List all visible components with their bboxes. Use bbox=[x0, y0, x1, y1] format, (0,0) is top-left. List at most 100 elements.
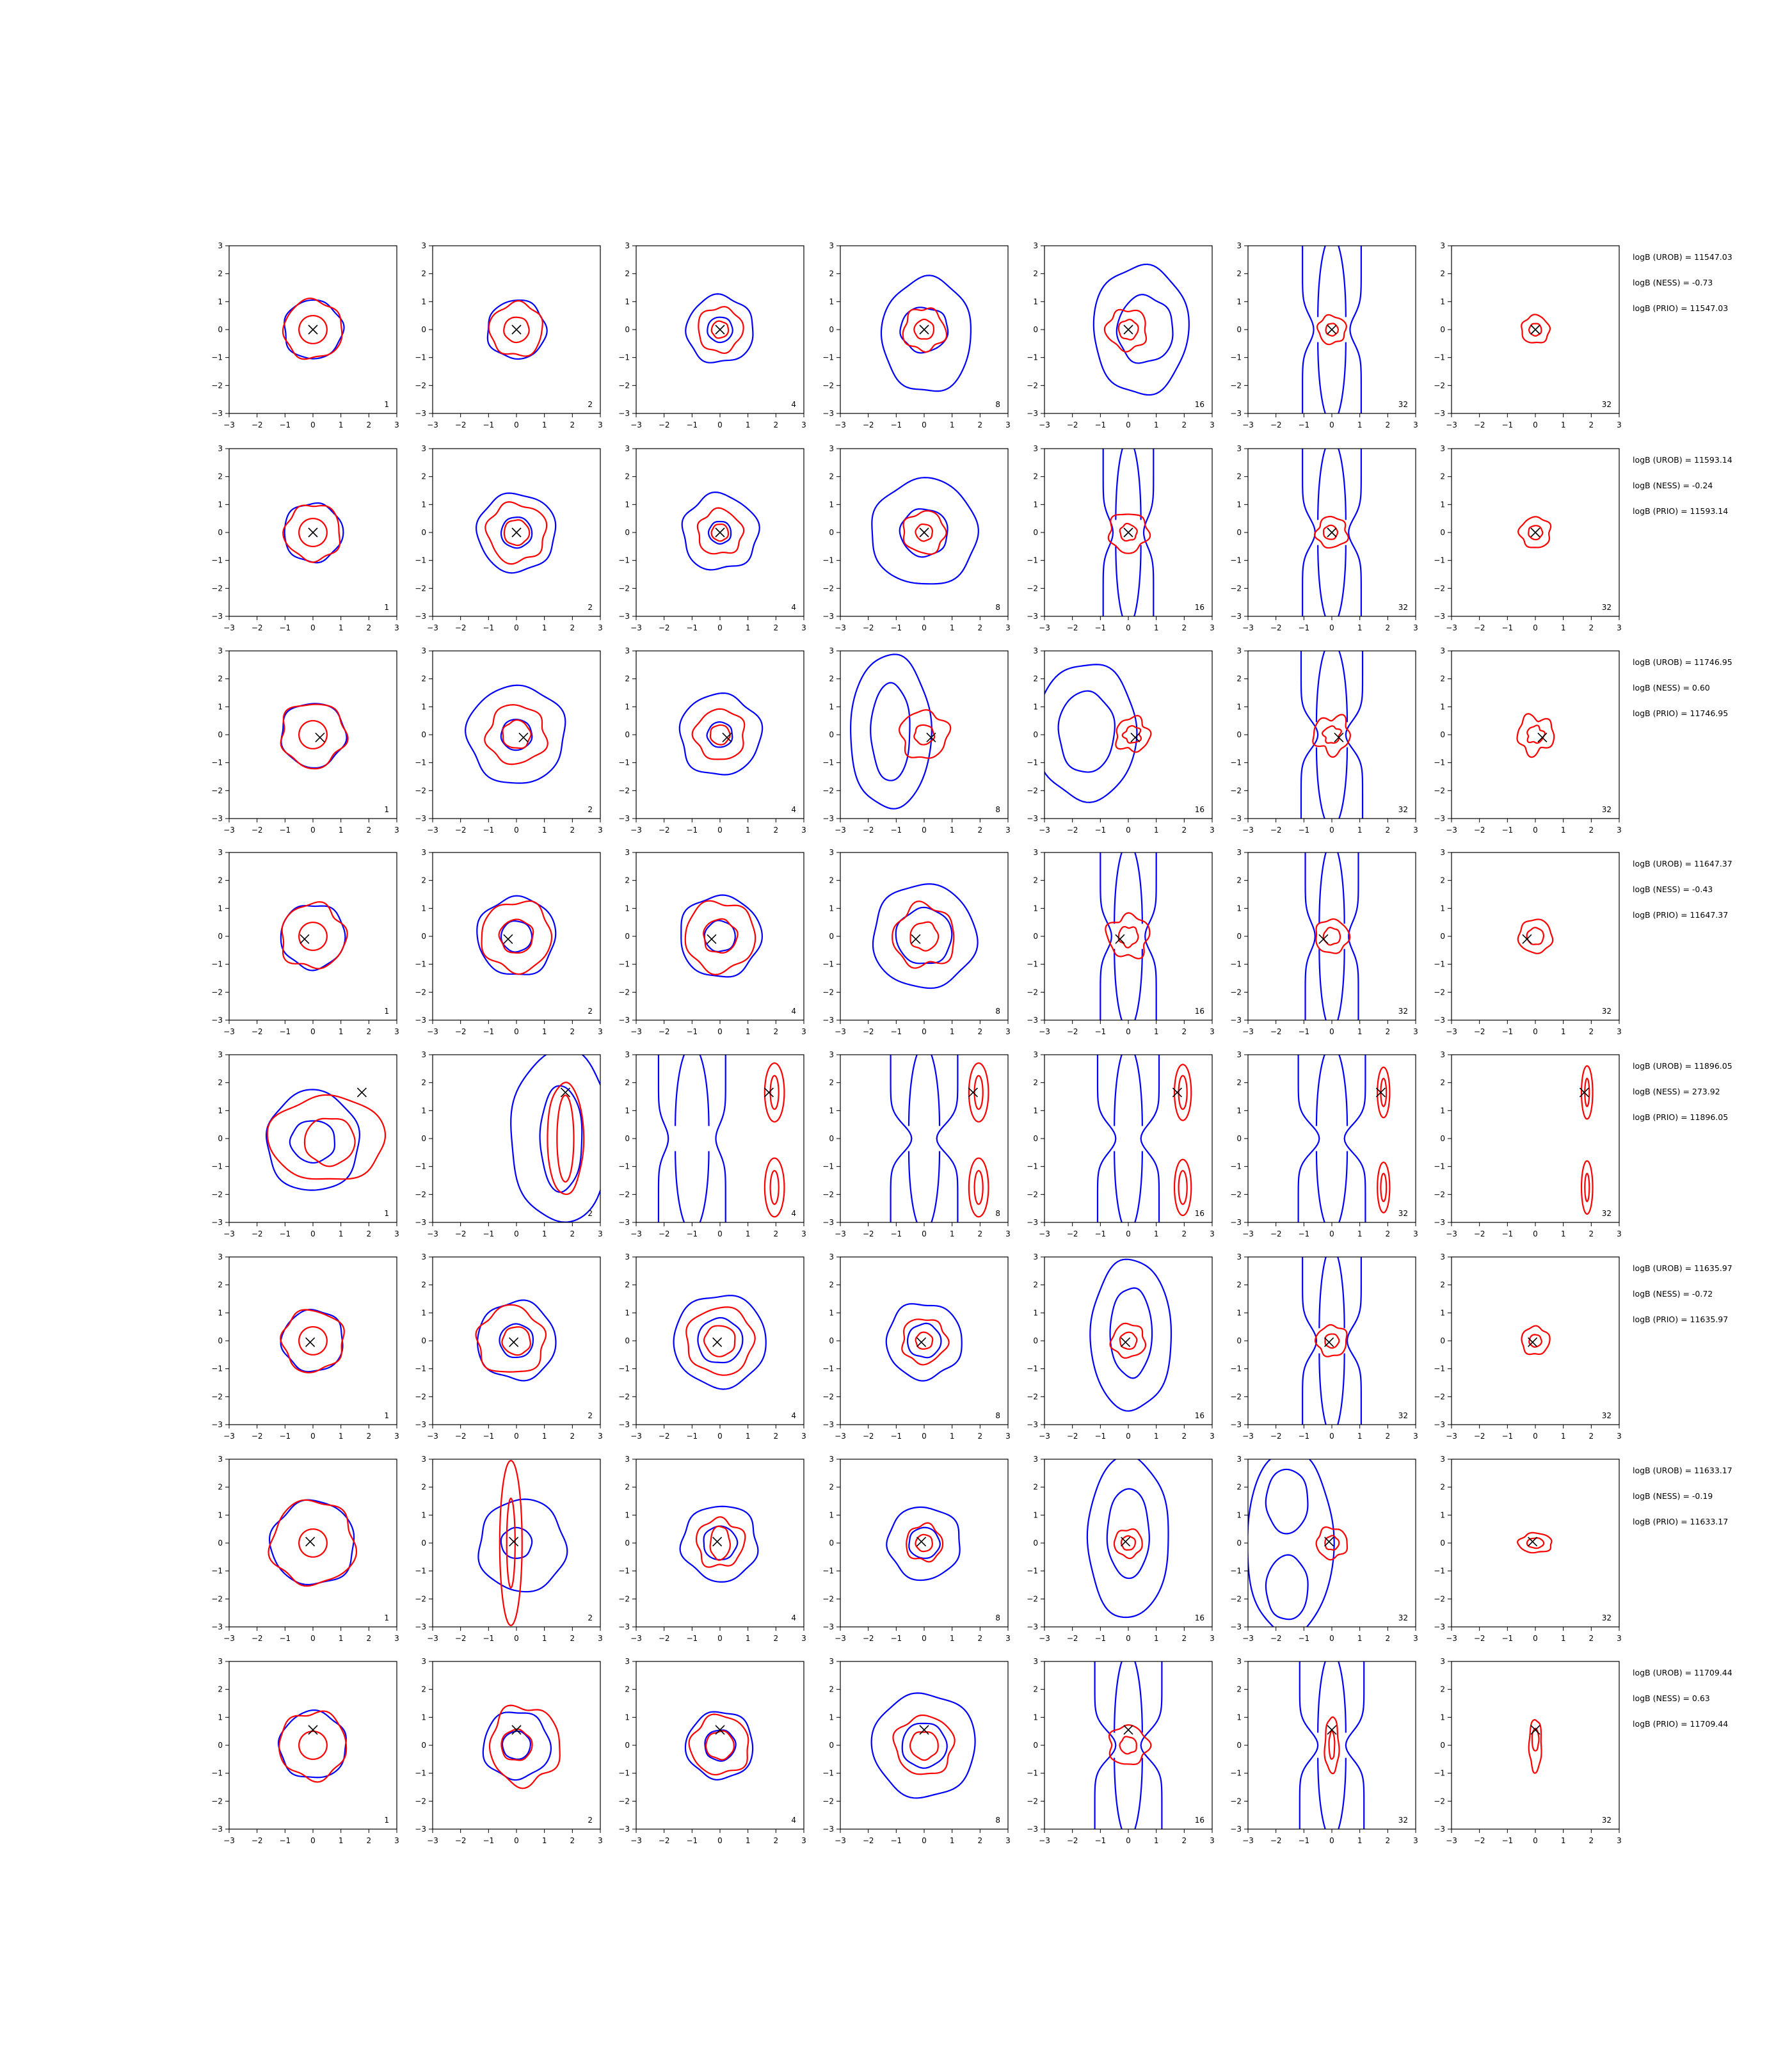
x-tick-label: 2 bbox=[570, 1432, 575, 1441]
y-tick-label: −2 bbox=[211, 381, 223, 390]
x-tick-label: −3 bbox=[1242, 1432, 1254, 1441]
x-tick-label: 3 bbox=[801, 623, 806, 632]
y-tick-label: −1 bbox=[1434, 1364, 1445, 1373]
y-tick-label: 2 bbox=[218, 1685, 223, 1694]
x-tick-label: 2 bbox=[1386, 1229, 1391, 1238]
x-marker bbox=[511, 527, 522, 538]
x-tick-label: −2 bbox=[659, 1432, 670, 1441]
y-tick-label: −1 bbox=[1434, 353, 1445, 362]
y-tick-label: 0 bbox=[625, 1336, 630, 1345]
x-tick-label: −2 bbox=[1474, 1634, 1485, 1643]
y-tick-label: 2 bbox=[218, 675, 223, 684]
y-tick-label: 0 bbox=[625, 730, 630, 739]
red-contour-1 bbox=[1526, 1537, 1545, 1549]
y-tick-label: 0 bbox=[829, 1336, 834, 1345]
x-tick-label: 1 bbox=[1154, 1634, 1159, 1643]
x-tick-label: 3 bbox=[1413, 1634, 1418, 1643]
y-tick-label: −1 bbox=[211, 960, 223, 969]
x-tick-label: −3 bbox=[630, 1836, 642, 1845]
x-tick-label: 3 bbox=[1210, 623, 1215, 632]
y-tick-label: −1 bbox=[822, 1364, 834, 1373]
blue-contour-1-inner-bottom bbox=[1317, 545, 1347, 616]
red-contour-1 bbox=[298, 315, 328, 344]
y-tick-label: 0 bbox=[1440, 325, 1445, 334]
x-tick-label: 1 bbox=[746, 826, 751, 835]
x-tick-label: 2 bbox=[570, 623, 575, 632]
x-tick-label: −3 bbox=[835, 420, 846, 429]
logB-annotation: logB (NESS) = 0.63 bbox=[1633, 1693, 1710, 1703]
red-contour-2 bbox=[1316, 314, 1347, 346]
y-tick-label: −2 bbox=[1027, 1796, 1038, 1805]
blue-contour-2 bbox=[1092, 263, 1190, 396]
y-tick-label: −2 bbox=[618, 584, 630, 593]
x-tick-label: 2 bbox=[367, 1634, 372, 1643]
x-tick-label: 0 bbox=[922, 1229, 927, 1238]
x-tick-label: 0 bbox=[310, 1836, 316, 1845]
blue-contour-1 bbox=[500, 516, 533, 549]
y-tick-label: −2 bbox=[415, 988, 426, 996]
red-contour-1 bbox=[915, 1331, 934, 1350]
panel-r5-c5: −3 −2 −1 0 1 2 3 −3 −2 −1 0 1 2 3 16 bbox=[1027, 1050, 1215, 1238]
panel-corner-label: 8 bbox=[995, 400, 1000, 409]
y-tick-label: −2 bbox=[415, 1796, 426, 1805]
y-tick-label: 2 bbox=[1440, 675, 1445, 684]
panel-r4-c2: −3 −2 −1 0 1 2 3 −3 −2 −1 0 1 2 3 2 bbox=[415, 848, 603, 1036]
x-tick-label: 0 bbox=[310, 1229, 316, 1238]
x-tick-label: 0 bbox=[1533, 1836, 1538, 1845]
x-tick-label: −2 bbox=[1270, 1027, 1282, 1036]
x-tick-label: 0 bbox=[717, 1229, 723, 1238]
x-tick-label: 0 bbox=[717, 1027, 723, 1036]
x-tick-label: 1 bbox=[950, 826, 955, 835]
red-contour-1 bbox=[769, 1075, 780, 1110]
y-tick-label: 3 bbox=[829, 646, 834, 655]
red-contour-1 bbox=[503, 519, 531, 547]
y-tick-label: −1 bbox=[1434, 1162, 1445, 1171]
x-tick-label: 2 bbox=[1386, 826, 1391, 835]
blue-contour-1-inner-top bbox=[1115, 449, 1142, 520]
y-tick-label: 1 bbox=[829, 702, 834, 711]
panel-contours bbox=[870, 1692, 976, 1799]
y-tick-label: 0 bbox=[829, 932, 834, 941]
y-tick-label: 3 bbox=[421, 1455, 426, 1464]
y-tick-label: 2 bbox=[1033, 472, 1038, 481]
logB-annotation: logB (NESS) = -0.19 bbox=[1633, 1491, 1713, 1501]
panel-r4-c7: −3 −2 −1 0 1 2 3 −3 −2 −1 0 1 2 3 32 bbox=[1434, 848, 1622, 1036]
y-tick-label: 0 bbox=[218, 528, 223, 537]
y-tick-label: −3 bbox=[618, 1016, 630, 1025]
x-tick-label: −1 bbox=[279, 1027, 291, 1036]
panel-r7-c3: −3 −2 −1 0 1 2 3 −3 −2 −1 0 1 2 3 4 bbox=[618, 1455, 806, 1643]
x-tick-label: 3 bbox=[394, 1432, 399, 1441]
x-tick-label: 2 bbox=[1589, 1836, 1594, 1845]
panel-corner-label: 32 bbox=[1602, 1411, 1612, 1420]
blue-contour-2 bbox=[673, 1295, 767, 1390]
y-tick-label: 2 bbox=[421, 472, 426, 481]
y-tick-label: 0 bbox=[421, 1336, 426, 1345]
y-tick-label: 0 bbox=[1440, 528, 1445, 537]
y-tick-label: 2 bbox=[829, 876, 834, 885]
y-tick-label: −2 bbox=[618, 988, 630, 996]
x-tick-label: 3 bbox=[394, 420, 399, 429]
x-tick-label: −3 bbox=[223, 623, 235, 632]
x-tick-label: 3 bbox=[1617, 1432, 1622, 1441]
y-tick-label: −2 bbox=[1027, 1594, 1038, 1603]
x-tick-label: 3 bbox=[598, 1432, 603, 1441]
panel-contours bbox=[679, 1505, 759, 1583]
x-tick-label: −3 bbox=[630, 1027, 642, 1036]
x-tick-label: 3 bbox=[1413, 826, 1418, 835]
x-marker bbox=[308, 324, 318, 335]
x-tick-label: −3 bbox=[1242, 1027, 1254, 1036]
x-tick-label: 1 bbox=[746, 623, 751, 632]
x-tick-label: 1 bbox=[950, 1229, 955, 1238]
x-tick-label: 2 bbox=[1182, 1027, 1187, 1036]
x-tick-label: −2 bbox=[1474, 1432, 1485, 1441]
x-tick-label: 3 bbox=[598, 1229, 603, 1238]
x-tick-label: 1 bbox=[542, 826, 547, 835]
y-tick-label: −3 bbox=[618, 1218, 630, 1227]
y-tick-label: −1 bbox=[211, 1162, 223, 1171]
y-tick-label: 0 bbox=[1440, 730, 1445, 739]
red-contour-2 bbox=[1113, 1528, 1143, 1560]
x-tick-label: 0 bbox=[1329, 826, 1334, 835]
y-tick-label: 2 bbox=[829, 472, 834, 481]
panel-corner-label: 4 bbox=[791, 603, 796, 612]
x-tick-label: −2 bbox=[659, 623, 670, 632]
